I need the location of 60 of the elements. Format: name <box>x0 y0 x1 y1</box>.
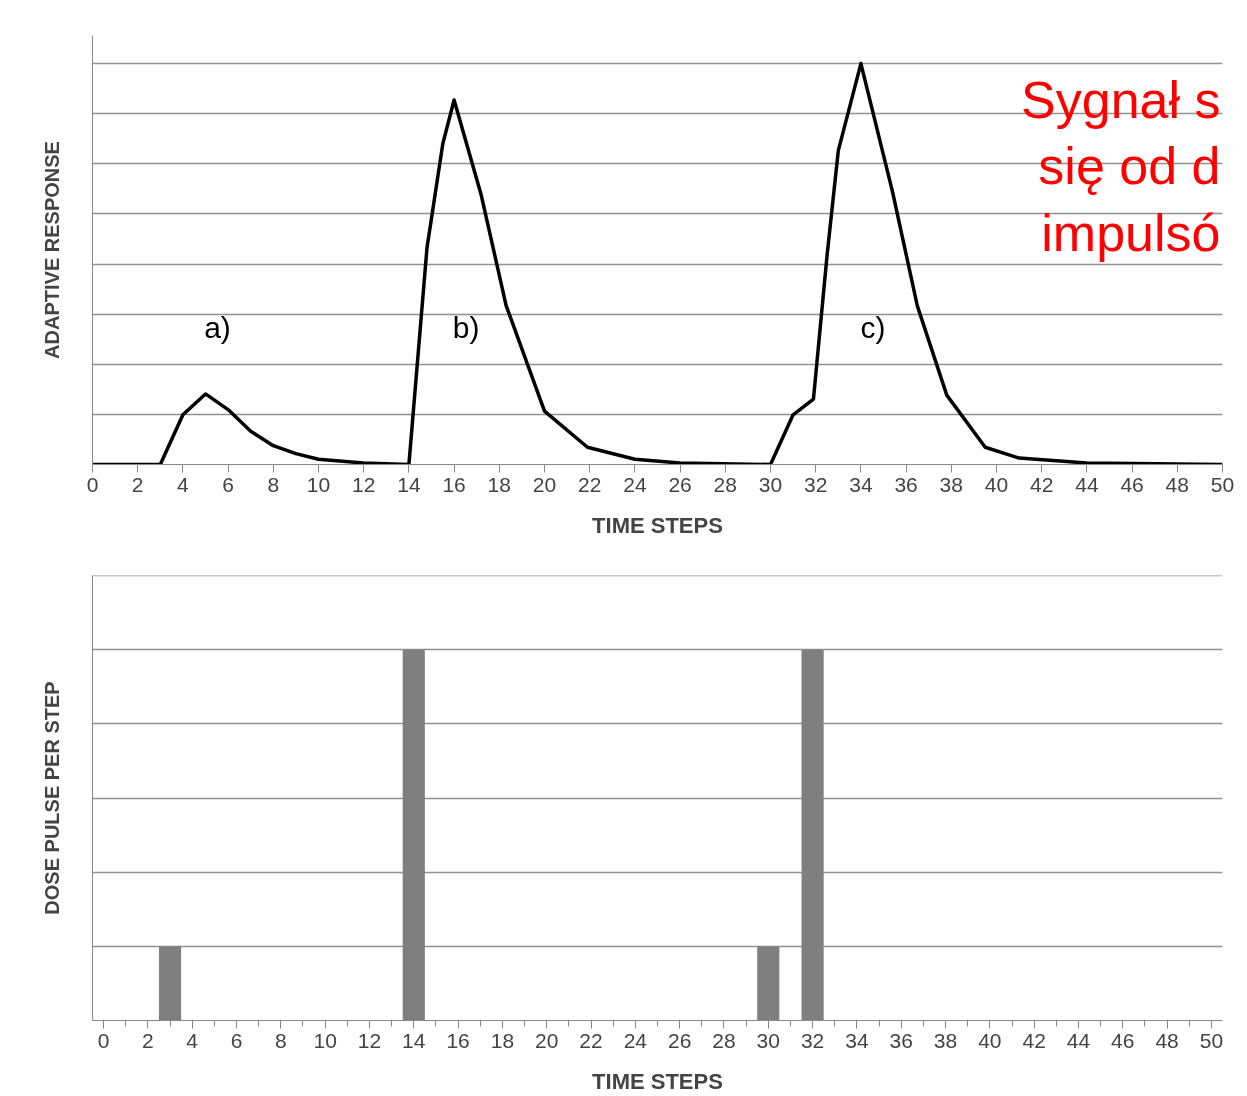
x-tick-label: 46 <box>1120 472 1144 496</box>
x-tick-label: 38 <box>939 472 963 496</box>
x-tick-label: 14 <box>402 1028 426 1052</box>
x-tick-label: 36 <box>889 1028 913 1052</box>
annotation: a) <box>204 310 231 344</box>
x-tick-label: 10 <box>306 472 331 496</box>
x-tick-label: 18 <box>490 1028 515 1052</box>
x-tick-label: 0 <box>97 1028 110 1052</box>
x-tick-label: 18 <box>487 472 511 496</box>
annotation: b) <box>452 310 480 344</box>
x-tick-label: 30 <box>756 1028 780 1052</box>
x-tick-label: 12 <box>357 1028 382 1052</box>
x-tick-label: 4 <box>177 472 190 496</box>
x-tick-label: 10 <box>313 1028 337 1052</box>
x-tick-label: 6 <box>230 1028 243 1052</box>
x-tick-label: 24 <box>623 1028 648 1052</box>
x-tick-label: 26 <box>667 1028 692 1052</box>
x-tick-label: 6 <box>222 472 234 496</box>
x-tick-label: 28 <box>712 1028 736 1052</box>
annotation: c) <box>860 310 886 344</box>
y-axis-title: DOSE PULSE PER STEP <box>40 681 63 915</box>
x-tick-label: 30 <box>758 472 783 496</box>
x-tick-label: 48 <box>1165 472 1189 496</box>
x-tick-label: 12 <box>352 472 376 496</box>
x-tick-label: 22 <box>579 1028 603 1052</box>
x-tick-label: 4 <box>186 1028 199 1052</box>
x-tick-label: 20 <box>532 472 557 496</box>
x-tick-label: 50 <box>1210 472 1235 496</box>
x-tick-label: 24 <box>623 472 647 496</box>
x-tick-label: 34 <box>849 472 873 496</box>
x-tick-label: 44 <box>1066 1028 1091 1052</box>
x-tick-label: 48 <box>1155 1028 1179 1052</box>
x-tick-label: 16 <box>442 472 466 496</box>
x-tick-label: 16 <box>446 1028 470 1052</box>
y-axis-title: ADAPTIVE RESPONSE <box>40 141 63 359</box>
x-tick-label: 44 <box>1075 472 1099 496</box>
x-axis-title: TIME STEPS <box>592 1068 723 1094</box>
x-tick-label: 50 <box>1199 1028 1224 1052</box>
x-tick-label: 22 <box>578 472 602 496</box>
x-tick-label: 20 <box>535 1028 559 1052</box>
x-tick-label: 36 <box>894 472 918 496</box>
x-tick-label: 2 <box>131 472 144 496</box>
x-tick-label: 40 <box>978 1028 1002 1052</box>
x-tick-label: 8 <box>274 1028 287 1052</box>
x-tick-label: 42 <box>1022 1028 1046 1052</box>
x-tick-label: 32 <box>804 472 828 496</box>
x-tick-label: 40 <box>984 472 1009 496</box>
x-tick-label: 14 <box>397 472 421 496</box>
annotation: Sygnał s się od d impulsó <box>1021 70 1221 262</box>
x-tick-label: 38 <box>933 1028 958 1052</box>
x-tick-label: 26 <box>668 472 692 496</box>
x-tick-label: 42 <box>1030 472 1054 496</box>
x-tick-label: 32 <box>800 1028 825 1052</box>
x-tick-label: 34 <box>845 1028 869 1052</box>
x-tick-label: 8 <box>267 472 280 496</box>
x-tick-label: 28 <box>713 472 737 496</box>
x-tick-label: 46 <box>1111 1028 1135 1052</box>
x-axis-title: TIME STEPS <box>592 512 723 538</box>
x-tick-label: 2 <box>142 1028 154 1052</box>
x-tick-label: 0 <box>86 472 99 496</box>
